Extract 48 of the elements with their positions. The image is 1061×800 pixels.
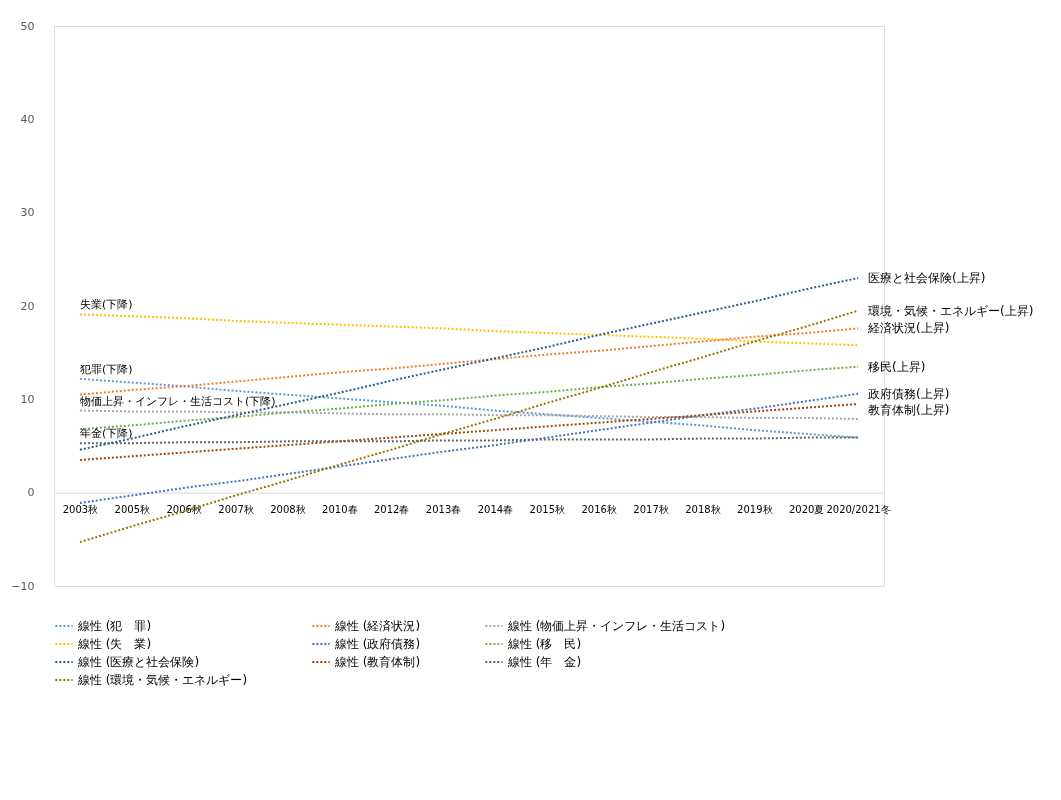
- legend-label: 線性 (環境・気候・エネルギー): [77, 673, 248, 687]
- x-tick-label: 2020夏: [788, 504, 825, 516]
- annotation: 環境・気候・エネルギー(上昇): [868, 303, 1034, 318]
- x-tick-label: 2013春: [425, 504, 462, 516]
- annotation: 医療と社会保険(上昇): [868, 271, 986, 285]
- legend-label: 線性 (教育体制): [334, 655, 421, 669]
- x-tick-label: 2018秋: [685, 504, 721, 516]
- y-tick-label: 40: [20, 112, 35, 126]
- x-tick-label: 2020/2021冬: [826, 504, 891, 516]
- line-series: [78, 327, 860, 396]
- x-tick-label: 2007秋: [218, 504, 254, 516]
- x-tick-label: 2014春: [477, 504, 514, 516]
- annotation: 犯罪(下降): [79, 362, 133, 376]
- x-tick-label: 2006秋: [166, 504, 202, 516]
- annotation: 年金(下降): [79, 427, 133, 441]
- legend-label: 線性 (失 業): [77, 637, 152, 651]
- legend-label: 線性 (犯 罪): [77, 619, 152, 633]
- x-tick-label: 2003秋: [62, 504, 99, 516]
- x-tick-label: 2008秋: [270, 504, 306, 516]
- legend-label: 線性 (経済状況): [334, 619, 421, 633]
- x-tick-label: 2005秋: [114, 504, 151, 516]
- annotation: 政府債務(上昇): [868, 386, 950, 401]
- y-tick-label: 0: [27, 486, 35, 500]
- x-tick-label: 2012春: [373, 504, 410, 516]
- line-series: [78, 313, 860, 347]
- annotation: 移民(上昇): [868, 359, 926, 374]
- x-tick-label: 2019秋: [737, 504, 773, 516]
- y-tick-label: 50: [20, 19, 35, 33]
- x-tick-label: 2015秋: [529, 504, 566, 516]
- legend-label: 線性 (医療と社会保険): [77, 655, 200, 669]
- legend-label: 線性 (移 民): [507, 637, 582, 651]
- legend-label: 線性 (政府債務): [334, 637, 421, 651]
- line-series: [78, 409, 860, 420]
- legend-label: 線性 (物価上昇・インフレ・生活コスト): [507, 619, 726, 633]
- y-tick-label: 10: [20, 392, 35, 406]
- x-tick-label: 2016秋: [581, 504, 617, 516]
- annotation: 物価上昇・インフレ・生活コスト(下降): [79, 394, 276, 408]
- annotation: 教育体制(上昇): [868, 402, 950, 417]
- line-series: [78, 277, 860, 451]
- y-tick-label: 20: [20, 299, 35, 313]
- annotation: 経済状況(上昇): [867, 321, 950, 336]
- x-tick-label: 2010春: [322, 504, 358, 516]
- annotation: 失業(下降): [79, 298, 133, 312]
- legend-label: 線性 (年 金): [507, 655, 582, 669]
- x-tick-label: 2017秋: [633, 504, 669, 516]
- line-series: [78, 392, 860, 504]
- y-tick-label: 30: [20, 206, 35, 220]
- y-tick-label: −10: [11, 579, 35, 593]
